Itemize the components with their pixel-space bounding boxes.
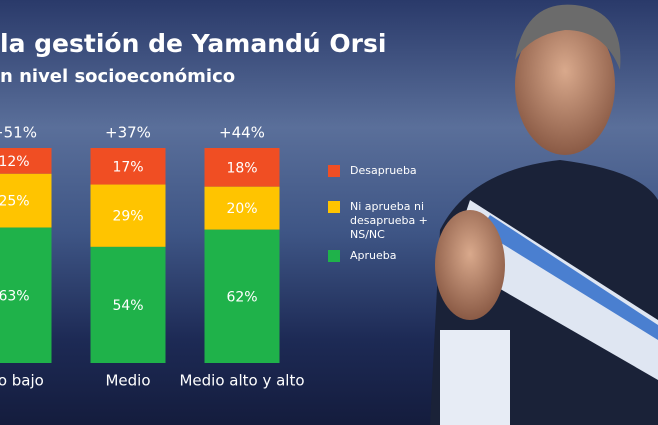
- data-label: 25%: [0, 194, 30, 210]
- data-label: 20%: [226, 201, 257, 217]
- legend-label: Desaprueba: [350, 164, 417, 177]
- legend-swatch: [328, 250, 340, 262]
- legend-label: Ni aprueba ni desaprueba + NS/NC: [350, 200, 428, 241]
- net-label: +51%: [0, 124, 37, 142]
- legend-swatch: [328, 201, 340, 213]
- data-label: 17%: [112, 159, 143, 175]
- chart-subtitle: n nivel socioeconómico: [0, 66, 235, 87]
- net-label: +44%: [219, 124, 265, 142]
- data-label: 29%: [112, 209, 143, 225]
- legend-swatch: [328, 165, 340, 177]
- bar-segment: [204, 186, 280, 230]
- x-tick-label: Medio: [105, 372, 150, 390]
- data-label: 12%: [0, 154, 30, 170]
- bar-segment: [204, 148, 280, 187]
- bar-segment: [0, 148, 52, 174]
- data-label: 18%: [226, 160, 257, 176]
- chart-title: la gestión de Yamandú Orsi: [0, 29, 386, 58]
- data-label: 63%: [0, 288, 30, 304]
- x-tick-label: Medio alto y alto: [179, 372, 304, 390]
- bar-segment: [90, 246, 166, 363]
- x-tick-label: dio bajo: [0, 372, 44, 390]
- legend-label: Aprueba: [350, 249, 397, 262]
- data-label: 54%: [112, 298, 143, 314]
- bar-segment: [90, 184, 166, 247]
- data-label: 62%: [226, 289, 257, 305]
- bar-segment: [204, 229, 280, 363]
- photo: [430, 4, 658, 425]
- bar-segment: [0, 173, 52, 228]
- bar-segment: [90, 148, 166, 185]
- net-label: +37%: [105, 124, 151, 142]
- bar-segment: [0, 227, 52, 363]
